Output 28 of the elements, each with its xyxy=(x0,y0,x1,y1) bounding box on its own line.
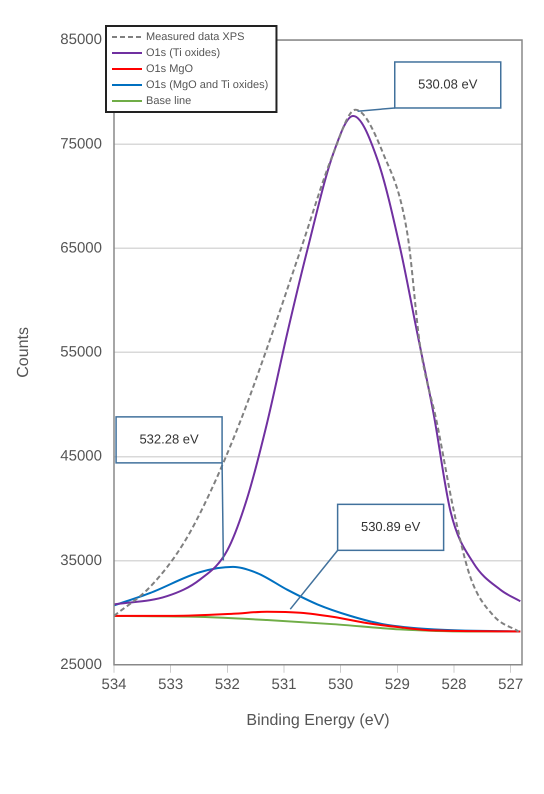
annotation: 532.28 eV xyxy=(139,431,200,446)
y-tick-label: 85000 xyxy=(60,31,102,48)
annotation: 530.89 eV xyxy=(360,518,421,534)
y-tick-label: 65000 xyxy=(60,239,102,256)
x-axis-title: Binding Energy (eV) xyxy=(246,712,390,729)
y-tick-label: 45000 xyxy=(60,448,102,465)
x-tick-label: 533 xyxy=(158,676,184,693)
x-tick-label: 534 xyxy=(101,676,127,693)
y-tick-label: 35000 xyxy=(60,552,102,569)
legend-label: O1s (MgO and Ti oxides) xyxy=(146,79,268,92)
x-tick-label: 531 xyxy=(271,676,297,693)
callout: 530.08 eV xyxy=(358,61,502,112)
legend-label: Measured data XPS xyxy=(146,31,244,44)
y-tick-label: 55000 xyxy=(60,344,102,361)
annotation: 530.08 eV xyxy=(418,76,478,92)
legend-label: O1s (Ti oxides) xyxy=(146,47,220,60)
callout: 530.89 eV xyxy=(290,504,444,610)
x-tick-label: 527 xyxy=(498,676,524,693)
x-tick-label: 530 xyxy=(328,676,354,693)
legend-label: O1s MgO xyxy=(146,63,194,76)
y-tick-label: 25000 xyxy=(60,656,102,673)
legend-label: Base line xyxy=(146,95,192,108)
callout: 532.28 eV xyxy=(115,416,224,560)
x-tick-label: 532 xyxy=(214,676,240,693)
y-axis-title: Counts xyxy=(15,327,32,378)
x-tick-label: 529 xyxy=(384,676,410,693)
x-tick-label: 528 xyxy=(441,676,467,693)
y-tick-label: 75000 xyxy=(60,135,102,152)
